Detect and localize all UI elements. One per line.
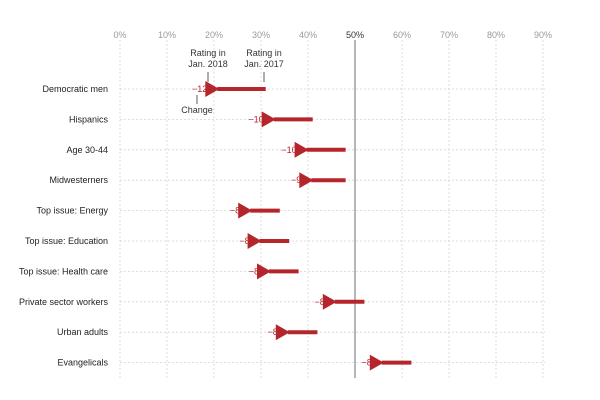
category-label: Private sector workers <box>19 297 109 307</box>
change-label: −8 <box>239 236 249 246</box>
change-label: −10 <box>281 145 296 155</box>
annotation-change: Change <box>181 105 213 115</box>
x-tick-label: 10% <box>158 30 176 40</box>
data-layer: Democratic men −12 Hispanics −10 Age 30-44 −1… <box>19 81 412 371</box>
x-tick-label: 90% <box>534 30 552 40</box>
x-tick-label: 60% <box>393 30 411 40</box>
category-label: Top issue: Health care <box>19 266 108 276</box>
annotations: Rating in Jan. 2018 Rating in Jan. 2017 Ch… <box>181 48 284 115</box>
x-axis: 0% 10% 20% 30% 40% 50% 60% 70% 80% 90% <box>113 30 552 40</box>
category-label: Urban adults <box>57 327 109 337</box>
change-label: −8 <box>315 297 325 307</box>
category-label: Midwesterners <box>49 175 108 185</box>
category-label: Top issue: Education <box>25 236 108 246</box>
x-tick-label: 40% <box>299 30 317 40</box>
category-label: Age 30-44 <box>66 145 108 155</box>
x-tick-label: 70% <box>440 30 458 40</box>
change-label: −8 <box>268 327 278 337</box>
x-tick-label: 30% <box>252 30 270 40</box>
x-tick-label: 50% <box>346 30 364 40</box>
category-label: Democratic men <box>42 84 108 94</box>
change-label: −8 <box>362 358 372 368</box>
x-tick-label: 80% <box>487 30 505 40</box>
change-label: −9 <box>291 175 301 185</box>
category-label: Hispanics <box>69 114 109 124</box>
change-label: −8 <box>230 206 240 216</box>
x-tick-label: 20% <box>205 30 223 40</box>
category-label: Top issue: Energy <box>36 206 108 216</box>
change-label: −12 <box>192 84 207 94</box>
annotation-rating-2017: Rating in Jan. 2017 <box>244 48 284 69</box>
grid-layer <box>119 40 545 378</box>
x-tick-label: 0% <box>113 30 126 40</box>
category-label: Evangelicals <box>57 358 108 368</box>
change-label: −8 <box>249 266 259 276</box>
change-label: −10 <box>248 114 263 124</box>
annotation-rating-2018: Rating in Jan. 2018 <box>188 48 228 69</box>
